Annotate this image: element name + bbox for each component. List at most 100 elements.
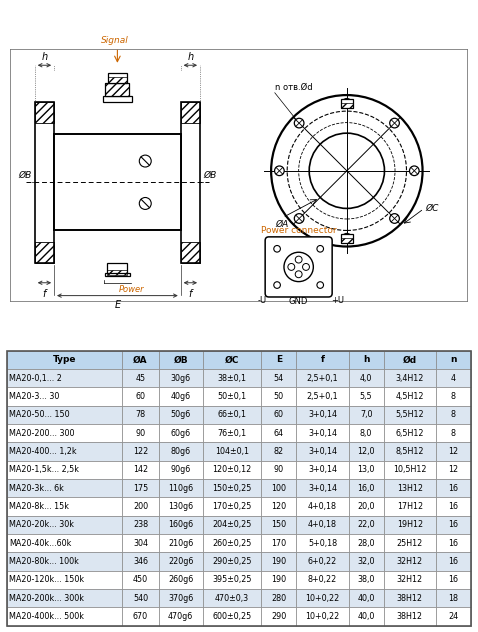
Circle shape (274, 282, 281, 288)
Bar (349, 571, 383, 589)
Text: 64: 64 (274, 428, 284, 438)
Text: E: E (114, 300, 120, 310)
Bar (35, 242, 54, 262)
Bar (261, 607, 296, 626)
Bar (349, 497, 383, 516)
Circle shape (274, 245, 281, 252)
Text: 160g6: 160g6 (168, 520, 193, 530)
Bar (159, 406, 203, 424)
Text: 60: 60 (135, 392, 145, 401)
Text: 395±0,25: 395±0,25 (212, 575, 252, 585)
Text: 3+0,14: 3+0,14 (308, 483, 337, 493)
Text: Power: Power (119, 284, 144, 294)
Bar (181, 242, 200, 262)
Bar (383, 479, 436, 497)
Bar (296, 424, 349, 442)
Bar (261, 497, 296, 516)
Text: 370g6: 370g6 (168, 593, 193, 603)
Text: MA20-50... 150: MA20-50... 150 (9, 410, 70, 420)
Text: h: h (42, 52, 47, 62)
Bar (341, 234, 353, 243)
Text: 60: 60 (274, 410, 284, 420)
Text: ØC: ØC (425, 204, 438, 213)
Text: 346: 346 (133, 557, 148, 566)
Text: 17H12: 17H12 (397, 502, 423, 511)
Text: ØB: ØB (204, 171, 217, 180)
Circle shape (294, 214, 304, 223)
Text: 470g6: 470g6 (168, 612, 193, 621)
Text: 4: 4 (289, 269, 293, 276)
Bar (261, 479, 296, 497)
Bar (181, 102, 200, 262)
Text: 54: 54 (274, 374, 284, 383)
Text: 18: 18 (448, 593, 458, 603)
Text: 25H12: 25H12 (397, 538, 423, 548)
Text: 5,5H12: 5,5H12 (395, 410, 424, 420)
Text: +U: +U (331, 296, 344, 305)
Bar (54, 134, 181, 231)
Bar (436, 534, 471, 552)
Text: 40,0: 40,0 (358, 612, 375, 621)
Text: 90: 90 (135, 428, 145, 438)
Text: 82: 82 (274, 447, 284, 456)
Text: f: f (321, 355, 325, 365)
Bar (203, 534, 261, 552)
Text: 16: 16 (448, 538, 458, 548)
Bar (122, 516, 159, 534)
Circle shape (410, 166, 419, 176)
Text: 260g6: 260g6 (168, 575, 193, 585)
Text: 12: 12 (448, 465, 458, 475)
Text: 32,0: 32,0 (358, 557, 375, 566)
Text: 90g6: 90g6 (171, 465, 191, 475)
Bar (296, 461, 349, 479)
Bar (122, 369, 159, 387)
Text: 170±0,25: 170±0,25 (212, 502, 252, 511)
Bar (159, 534, 203, 552)
Text: 16: 16 (448, 520, 458, 530)
Text: h: h (363, 355, 369, 365)
Text: 2,5+0,1: 2,5+0,1 (307, 392, 338, 401)
Text: 304: 304 (133, 538, 148, 548)
Text: 22,0: 22,0 (358, 520, 375, 530)
Bar (296, 351, 349, 369)
Text: 16: 16 (448, 557, 458, 566)
Text: -U: -U (258, 296, 267, 305)
Circle shape (342, 233, 352, 243)
Text: 19H12: 19H12 (397, 520, 423, 530)
Text: MA20-20k... 30k: MA20-20k... 30k (9, 520, 74, 530)
Text: 28,0: 28,0 (358, 538, 375, 548)
Bar (436, 589, 471, 607)
Bar (203, 369, 261, 387)
Bar (436, 387, 471, 406)
Bar (7, 479, 122, 497)
Bar (383, 589, 436, 607)
Bar (203, 351, 261, 369)
Text: 190: 190 (272, 575, 286, 585)
Bar (203, 571, 261, 589)
Circle shape (317, 245, 324, 252)
Text: 100: 100 (272, 483, 286, 493)
Bar (7, 387, 122, 406)
Bar (261, 461, 296, 479)
Bar (159, 369, 203, 387)
Circle shape (295, 271, 302, 277)
Text: 45: 45 (135, 374, 145, 383)
Bar (436, 497, 471, 516)
Text: 3+0,14: 3+0,14 (308, 410, 337, 420)
Text: 66±0,1: 66±0,1 (217, 410, 247, 420)
Bar (7, 424, 122, 442)
Text: 170: 170 (272, 538, 286, 548)
Bar (383, 351, 436, 369)
Bar (7, 589, 122, 607)
Bar (349, 516, 383, 534)
Bar (296, 534, 349, 552)
Bar (349, 461, 383, 479)
Bar (436, 607, 471, 626)
Text: 76±0,1: 76±0,1 (217, 428, 247, 438)
Bar (122, 461, 159, 479)
Text: MA20-400... 1,2k: MA20-400... 1,2k (9, 447, 76, 456)
Bar (383, 461, 436, 479)
Bar (296, 552, 349, 571)
Bar (122, 442, 159, 461)
Text: 32H12: 32H12 (397, 557, 423, 566)
